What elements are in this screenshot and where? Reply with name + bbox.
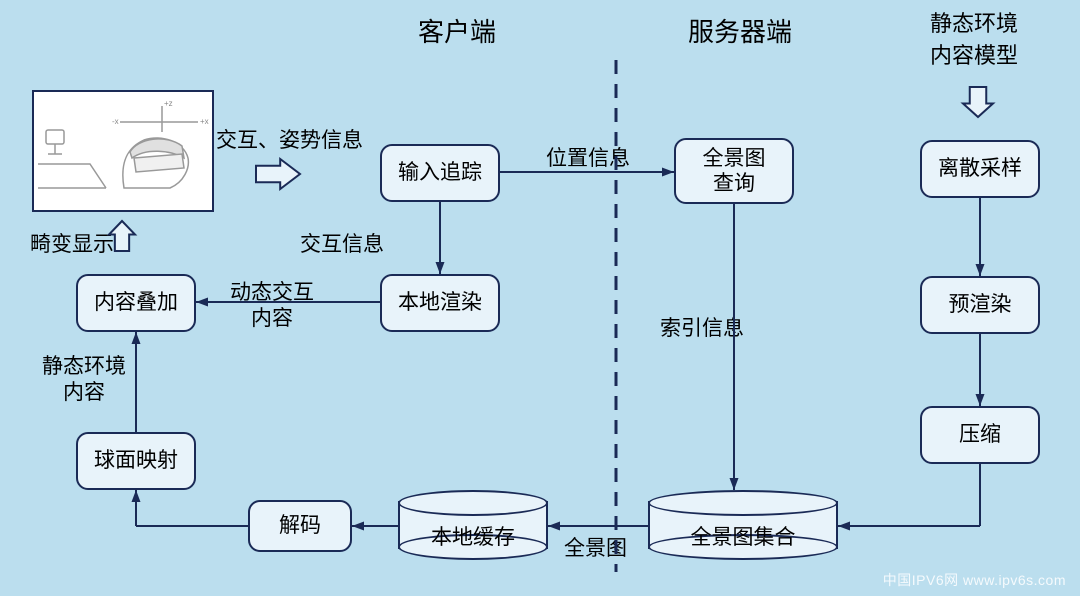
node-pano-query: 全景图 查询 <box>674 138 794 204</box>
label-interact-info: 交互信息 <box>300 232 384 258</box>
node-discrete-samp: 离散采样 <box>920 140 1040 198</box>
node-local-render: 本地渲染 <box>380 274 500 332</box>
label-distort-display: 畸变显示 <box>30 232 114 258</box>
label-dynamic-content: 动态交互 内容 <box>230 280 314 333</box>
cylinder-label-pano-set: 全景图集合 <box>648 521 838 551</box>
cylinder-pano-set: 全景图集合 <box>648 490 838 560</box>
node-input-track: 输入追踪 <box>380 144 500 202</box>
cylinder-local-cache: 本地缓存 <box>398 490 548 560</box>
label-position-info: 位置信息 <box>546 146 630 172</box>
svg-text:+z: +z <box>164 99 173 108</box>
node-content-mix: 内容叠加 <box>76 274 196 332</box>
label-static-env: 静态环境 内容 <box>42 354 126 407</box>
header-server: 服务器端 <box>688 12 792 49</box>
hollow-arrow-static-to-discrete <box>963 87 993 117</box>
vr-headset-sketch: +z +x -x <box>34 92 212 210</box>
header-client: 客户端 <box>418 12 496 49</box>
node-sphere-map: 球面映射 <box>76 432 196 490</box>
svg-text:-x: -x <box>112 117 119 126</box>
node-compress: 压缩 <box>920 406 1040 464</box>
label-panorama: 全景图 <box>564 536 627 562</box>
node-prerender: 预渲染 <box>920 276 1040 334</box>
label-interact-pose: 交互、姿势信息 <box>216 128 363 154</box>
node-decode: 解码 <box>248 500 352 552</box>
svg-text:+x: +x <box>200 117 209 126</box>
cylinder-label-local-cache: 本地缓存 <box>398 521 548 551</box>
label-index-info: 索引信息 <box>660 316 744 342</box>
header-static: 静态环境 内容模型 <box>930 6 1018 70</box>
hollow-arrow-vr-to-inputtrack <box>256 159 300 189</box>
vr-headset-image: +z +x -x <box>32 90 214 212</box>
watermark: 中国IPV6网 www.ipv6s.com <box>883 570 1066 590</box>
